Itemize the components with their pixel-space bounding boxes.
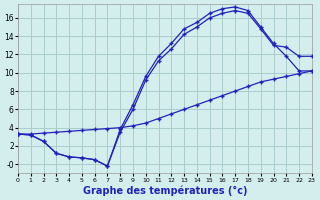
X-axis label: Graphe des températures (°c): Graphe des températures (°c) (83, 185, 247, 196)
